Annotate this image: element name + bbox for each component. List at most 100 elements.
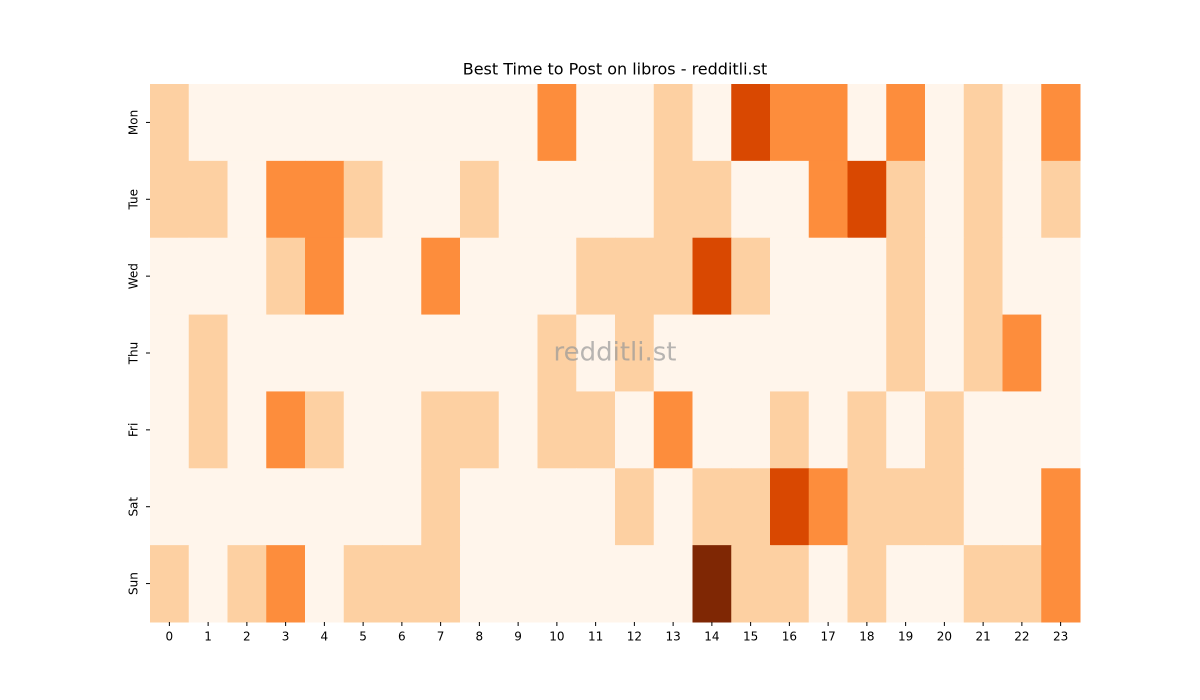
heatmap-cell [498, 468, 538, 546]
y-tick-label: Tue [127, 189, 141, 211]
heatmap-cell [266, 160, 306, 239]
x-tick-label: 9 [514, 630, 522, 644]
heatmap-cell [770, 160, 810, 239]
x-tick-label: 16 [782, 630, 797, 644]
heatmap-cell [227, 391, 267, 469]
x-tick-label: 23 [1053, 630, 1068, 644]
heatmap-cell [421, 314, 461, 392]
heatmap-cell [537, 391, 577, 469]
heatmap-cell [266, 84, 306, 162]
heatmap-cell [1041, 237, 1081, 316]
heatmap-cell [188, 314, 228, 392]
heatmap-cell [305, 468, 345, 546]
heatmap-cell [421, 84, 461, 162]
heatmap-cells [150, 84, 1081, 623]
heatmap-cell [1041, 468, 1081, 546]
heatmap-cell [1002, 391, 1042, 469]
heatmap-cell [382, 314, 422, 392]
heatmap-cell [460, 237, 500, 316]
heatmap-cell [498, 84, 538, 162]
x-tick-label: 2 [243, 630, 251, 644]
watermark: redditli.st [554, 338, 677, 368]
heatmap-cell [731, 84, 771, 162]
heatmap-cell [731, 545, 771, 623]
x-tick-label: 11 [588, 630, 603, 644]
heatmap-cell [615, 160, 655, 239]
axes: 0 1 2 3 4 5 6 7 8 9 10 11 12 13 14 15 16 17 18 19 20 21 22 23Mo… [127, 110, 1069, 644]
x-tick-label: 20 [937, 630, 952, 644]
x-tick-label: 0 [166, 630, 174, 644]
heatmap-cell [808, 391, 848, 469]
heatmap-cell [382, 545, 422, 623]
heatmap-cell [847, 468, 887, 546]
heatmap-cell [150, 237, 190, 316]
x-tick-label: 14 [704, 630, 719, 644]
heatmap-cell [847, 84, 887, 162]
heatmap-cell [498, 391, 538, 469]
heatmap-cell [1041, 84, 1081, 162]
heatmap-cell [460, 545, 500, 623]
heatmap-cell [770, 391, 810, 469]
heatmap-cell [266, 468, 306, 546]
heatmap-cell [847, 237, 887, 316]
heatmap-cell [421, 391, 461, 469]
heatmap-cell [653, 468, 693, 546]
heatmap-cell [1002, 468, 1042, 546]
heatmap-cell [1002, 84, 1042, 162]
heatmap-cell [188, 391, 228, 469]
heatmap-cell [460, 84, 500, 162]
heatmap-cell [305, 314, 345, 392]
y-tick-label: Sat [127, 497, 141, 517]
heatmap-cell [770, 314, 810, 392]
heatmap-cell [653, 545, 693, 623]
heatmap-cell [498, 545, 538, 623]
x-tick-label: 6 [398, 630, 406, 644]
heatmap-cell [692, 84, 732, 162]
heatmap-cell [537, 84, 577, 162]
x-tick-label: 7 [437, 630, 445, 644]
heatmap-cell [576, 391, 616, 469]
heatmap-cell [188, 84, 228, 162]
heatmap-cell [1041, 160, 1081, 239]
heatmap-cell [150, 160, 190, 239]
heatmap-cell [808, 314, 848, 392]
heatmap-cell [963, 160, 1003, 239]
x-tick-label: 17 [820, 630, 835, 644]
heatmap-cell [770, 237, 810, 316]
x-tick-label: 21 [975, 630, 990, 644]
heatmap-cell [498, 160, 538, 239]
heatmap-cell [692, 314, 732, 392]
heatmap-cell [266, 237, 306, 316]
heatmap-cell [227, 314, 267, 392]
heatmap-cell [188, 237, 228, 316]
heatmap-cell [886, 84, 926, 162]
heatmap-cell [1002, 160, 1042, 239]
heatmap-cell [576, 468, 616, 546]
x-tick-label: 1 [204, 630, 212, 644]
heatmap-cell [1041, 391, 1081, 469]
heatmap-cell [343, 84, 383, 162]
heatmap-cell [808, 84, 848, 162]
heatmap-cell [537, 468, 577, 546]
heatmap-cell [460, 391, 500, 469]
heatmap-cell [150, 391, 190, 469]
heatmap-cell [305, 84, 345, 162]
y-tick-label: Sun [127, 572, 141, 595]
heatmap-cell [305, 160, 345, 239]
heatmap-cell [731, 468, 771, 546]
x-tick-label: 18 [859, 630, 874, 644]
heatmap-cell [925, 545, 965, 623]
heatmap-cell [150, 468, 190, 546]
heatmap-cell [498, 237, 538, 316]
heatmap-cell [886, 237, 926, 316]
y-tick-label: Wed [127, 263, 141, 289]
heatmap-cell [653, 84, 693, 162]
x-tick-label: 19 [898, 630, 913, 644]
heatmap-cell [266, 391, 306, 469]
heatmap-cell [692, 237, 732, 316]
heatmap-cell [925, 314, 965, 392]
x-tick-label: 5 [359, 630, 367, 644]
heatmap-cell [925, 468, 965, 546]
heatmap-cell [808, 545, 848, 623]
